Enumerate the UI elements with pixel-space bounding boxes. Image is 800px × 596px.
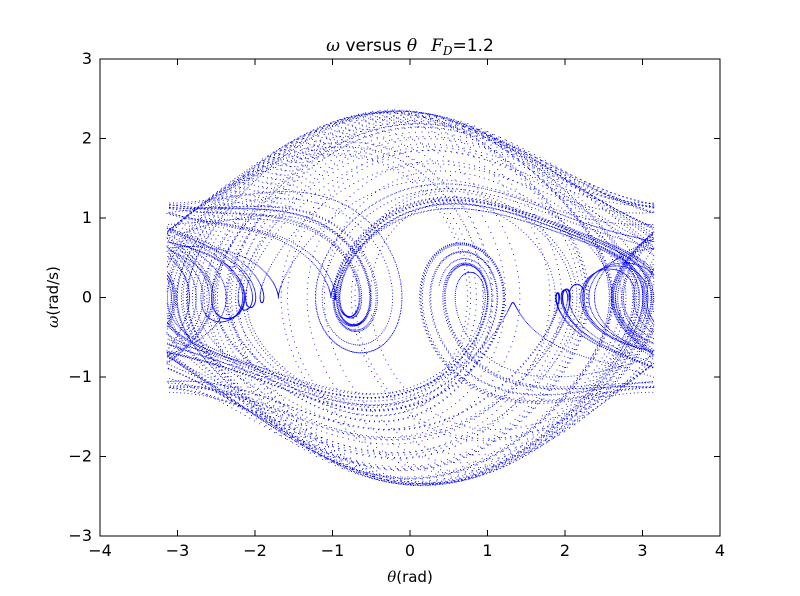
x-tick-label: 3	[637, 541, 647, 560]
y-tick-label: −2	[68, 447, 92, 466]
y-tick-label: −3	[68, 526, 92, 545]
x-axis-label: θ(rad)	[387, 568, 433, 586]
scatter-points	[166, 109, 655, 487]
y-tick-label: 1	[82, 208, 92, 227]
title-value: =1.2	[453, 36, 494, 56]
chart-title: ω versus θ FD=1.2	[326, 36, 494, 58]
x-tick-label: 0	[405, 541, 415, 560]
x-tick-label: 4	[715, 541, 725, 560]
y-axis-label: ω(rad/s)	[44, 266, 62, 328]
x-axis: −4 −3 −2 −1 0 1 2 3 4	[88, 59, 725, 560]
xlabel-symbol: θ	[387, 568, 396, 586]
x-tick-label: −1	[321, 541, 345, 560]
y-tick-label: 2	[82, 129, 92, 148]
title-theta: θ	[407, 36, 417, 56]
y-tick-label: 0	[82, 288, 92, 307]
x-tick-label: 2	[560, 541, 570, 560]
title-omega: ω	[326, 36, 340, 56]
y-tick-label: −1	[68, 367, 92, 386]
title-F: F	[430, 36, 444, 56]
ylabel-unit: (rad/s)	[44, 266, 62, 315]
y-tick-label: 3	[82, 49, 92, 68]
plot-area	[166, 109, 655, 487]
x-tick-label: −3	[166, 541, 190, 560]
xlabel-unit: (rad)	[396, 568, 433, 586]
axes-frame	[99, 58, 721, 537]
x-tick-label: −4	[88, 541, 112, 560]
ylabel-symbol: ω	[44, 316, 62, 328]
x-tick-label: 1	[482, 541, 492, 560]
y-axis: −3 −2 −1 0 1 2 3	[68, 49, 720, 545]
title-sub: D	[442, 44, 453, 58]
x-tick-label: −2	[243, 541, 267, 560]
title-versus: versus	[340, 36, 407, 56]
